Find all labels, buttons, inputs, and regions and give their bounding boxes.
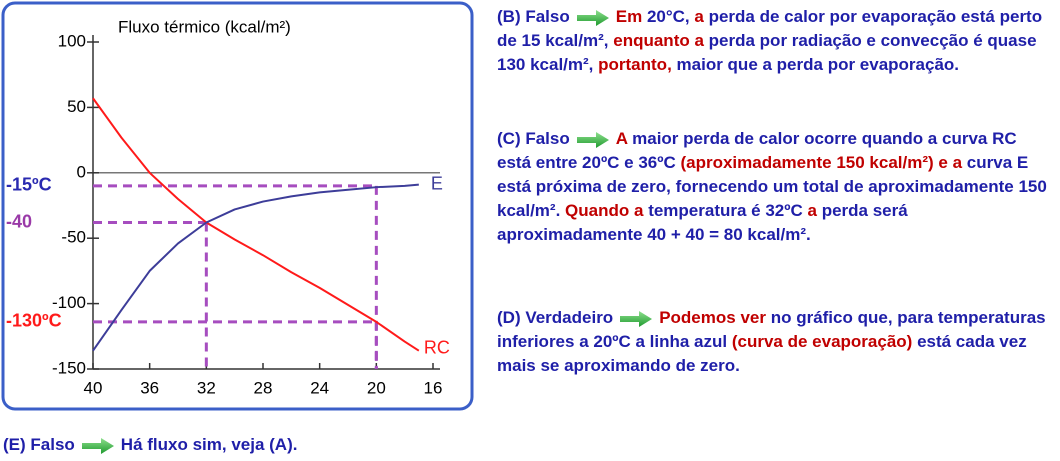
series-label: RC	[424, 337, 450, 357]
text-run: Em	[615, 7, 643, 26]
series-line	[92, 183, 419, 352]
paragraph-label: (C) Falso	[497, 129, 570, 148]
text-run: maior perda de calor ocorre quando a cur…	[497, 129, 1017, 172]
text-run: portanto,	[598, 55, 672, 74]
x-tick-label: 16	[424, 378, 443, 397]
x-tick-label: 36	[140, 378, 159, 397]
arrow-icon	[81, 437, 114, 454]
x-tick-label: 24	[310, 378, 329, 397]
text-run: 20°C,	[646, 7, 690, 26]
text-run: curva E está próxima de zero, fornecendo…	[497, 153, 1047, 220]
y-tick-label: -150	[52, 358, 86, 377]
paragraph: (B) Falso Em 20°C, a perda de calor por e…	[497, 5, 1052, 77]
y-tick-label: -100	[52, 293, 86, 312]
paragraph-label: (D) Verdadeiro	[497, 308, 614, 327]
arrow-icon	[620, 310, 653, 327]
paragraph-label: (B) Falso	[497, 7, 570, 26]
text-run: Quando a	[565, 201, 644, 220]
text-run: e a	[938, 153, 963, 172]
axis-title: Fluxo térmico (kcal/m²)	[118, 17, 291, 36]
text-run: a	[694, 7, 704, 26]
paragraph: (C) Falso A maior perda de calor ocorre q…	[497, 127, 1052, 247]
arrow-icon	[576, 9, 609, 26]
y-tick-label: 50	[67, 97, 86, 116]
y-tick-label: 0	[77, 162, 86, 181]
y-tick-label: 100	[58, 31, 86, 50]
text-run: Podemos ver	[659, 308, 766, 327]
series-label: E	[431, 173, 443, 193]
text-run: perda de calor por evaporação está perto…	[497, 7, 1043, 50]
paragraph: (D) Verdadeiro Podemos ver no gráfico que…	[497, 306, 1057, 378]
x-tick-label: 32	[197, 378, 216, 397]
arrow-icon	[576, 131, 609, 148]
x-tick-label: 20	[367, 378, 386, 397]
chart: Fluxo térmico (kcal/m²) 100 50 0 -50 -100 -15…	[1, 1, 474, 411]
y-tick-label: -50	[61, 228, 86, 247]
annotation: -40	[6, 211, 32, 231]
text-run: maior que a perda por evaporação.	[676, 55, 960, 74]
paragraph-label: (E) Falso	[3, 435, 75, 454]
text-run: no gráfico que, para temperaturas inferi…	[497, 308, 1046, 351]
paragraph: (E) Falso Há fluxo sim, veja (A).	[3, 433, 603, 457]
text-run: (curva de evaporação)	[731, 332, 913, 351]
text-run: temperatura é 32ºC	[648, 201, 803, 220]
text-run: (aproximadamente 150 kcal/m²)	[680, 153, 934, 172]
annotation: -15ºC	[6, 175, 52, 195]
text-run: perda por radiação e convecção é quase 1…	[497, 31, 1037, 74]
x-tick-label: 40	[84, 378, 103, 397]
chart-frame	[1, 1, 474, 411]
x-tick-label: 28	[254, 378, 273, 397]
text-run: Há fluxo sim, veja (A).	[120, 435, 298, 454]
text-run: A	[615, 129, 628, 148]
text-run: está cada vez mais se aproximando de zer…	[497, 332, 1027, 375]
series-line	[92, 97, 420, 352]
annotation: -130ºC	[6, 311, 62, 331]
text-run: enquanto a	[613, 31, 704, 50]
text-run: perda será aproximadamente 40 + 40 = 80 …	[497, 201, 908, 244]
text-run: a	[807, 201, 817, 220]
